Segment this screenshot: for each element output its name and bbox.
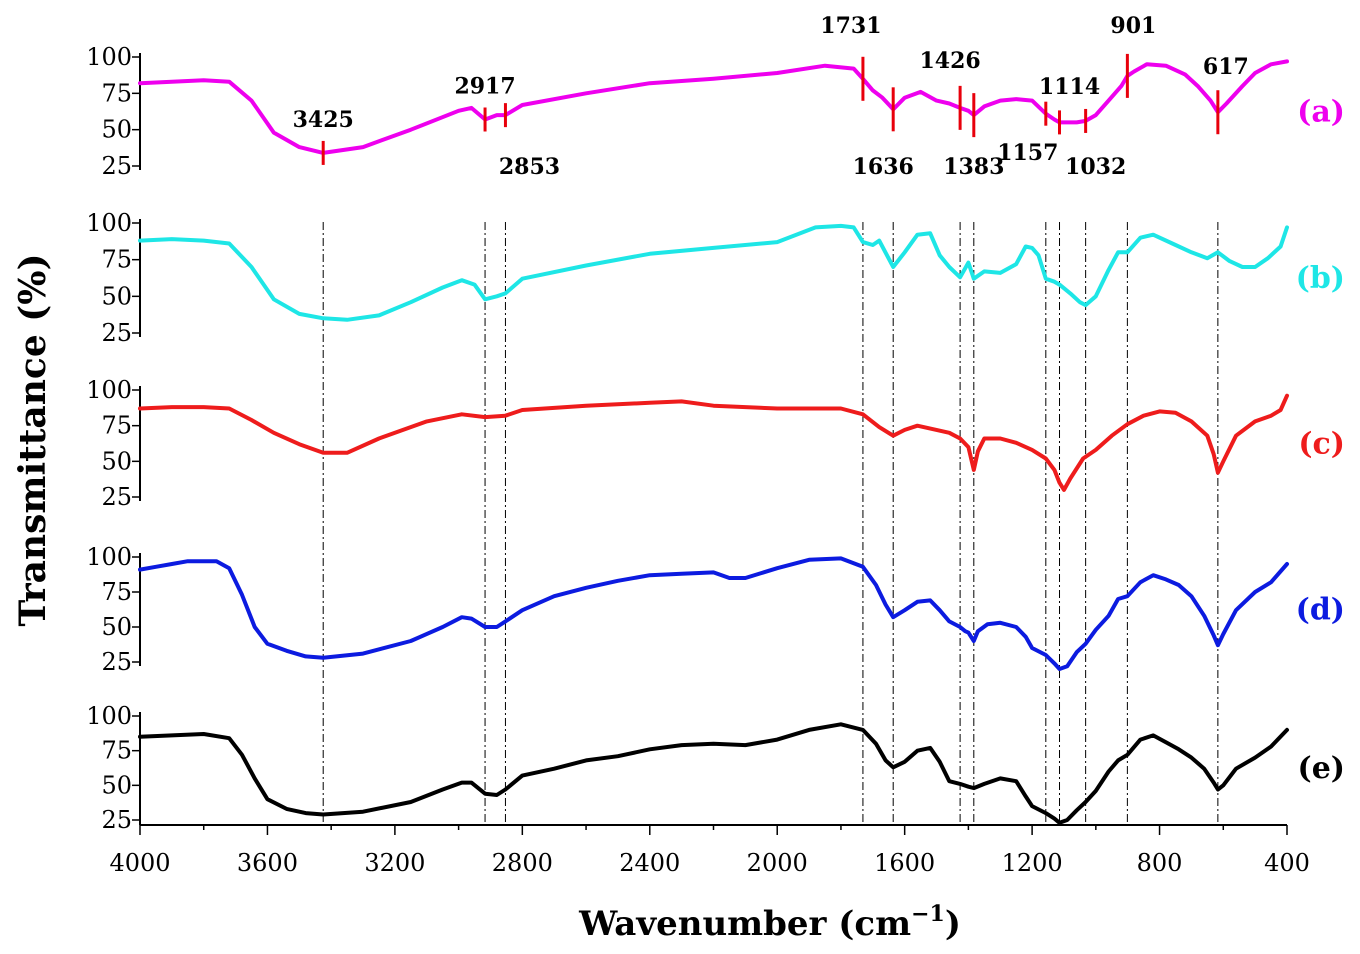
y-tick-label: 75 [101,737,132,765]
y-tick-label: 25 [101,319,132,347]
peak-label: 1157 [997,140,1058,166]
series-layer [138,59,1289,825]
y-tick-label: 50 [101,282,132,310]
y-tick-label: 25 [101,806,132,834]
x-axis-title-text: Wavenumber (cm [578,904,911,944]
x-tick-label: 800 [1137,849,1183,877]
y-tick-label: 50 [101,116,132,144]
panel-label: (a) [1297,95,1345,130]
peak-label: 2917 [454,73,515,99]
peak-label: 1636 [853,154,914,180]
x-tick-label: 2000 [747,849,808,877]
y-tick-label: 50 [101,771,132,799]
peak-label: 1731 [820,13,881,39]
axes [132,53,1288,835]
peak-label: 901 [1110,13,1156,39]
series-line-4 [138,722,1289,825]
peak-label: 1383 [943,154,1004,180]
panel-label: (e) [1298,751,1345,786]
series-line-0 [138,59,1289,155]
peak-label: 1114 [1039,74,1100,100]
x-tick-label: 2400 [619,849,680,877]
y-axis-title: Transmittance (%) [12,253,54,626]
series-line-1 [138,223,1289,322]
peak-label: 2853 [499,154,560,180]
x-tick-label: 1600 [874,849,935,877]
y-tick-label: 75 [101,578,132,606]
y-tick-label: 75 [101,79,132,107]
y-tick-label: 75 [101,412,132,440]
y-tick-label: 25 [101,483,132,511]
x-tick-label: 3200 [364,849,425,877]
x-axis-title-sup: −1 [911,901,945,927]
y-tick-label: 25 [101,648,132,676]
peak-markers [321,53,1220,165]
y-tick-label: 100 [86,209,132,237]
panel-label: (d) [1296,593,1345,628]
peak-label: 1426 [919,48,980,74]
y-tick-label: 50 [101,447,132,475]
peak-label: 617 [1203,54,1249,80]
panel-label: (b) [1296,261,1345,296]
x-tick-label: 4000 [109,849,170,877]
peak-label: 1032 [1065,154,1126,180]
x-tick-label: 2800 [492,849,553,877]
x-axis-title: Wavenumber (cm−1) [578,901,961,944]
y-tick-label: 100 [86,376,132,404]
y-tick-label: 75 [101,246,132,274]
series-line-2 [138,393,1289,492]
guide-lines [322,222,1219,825]
y-tick-label: 50 [101,613,132,641]
peak-label: 3425 [293,107,354,133]
x-axis-title-close: ) [945,904,961,944]
y-tick-label: 25 [101,152,132,180]
x-tick-label: 400 [1264,849,1310,877]
labels: 25 50 75 100 25 50 75 100 25 50 75 100 25 50 75 100 25 50… [86,13,1345,877]
series-line-3 [138,556,1289,671]
y-tick-label: 100 [86,702,132,730]
y-tick-label: 100 [86,543,132,571]
x-tick-label: 3600 [237,849,298,877]
x-tick-label: 1200 [1002,849,1063,877]
y-tick-label: 100 [86,43,132,71]
panel-label: (c) [1298,427,1345,462]
